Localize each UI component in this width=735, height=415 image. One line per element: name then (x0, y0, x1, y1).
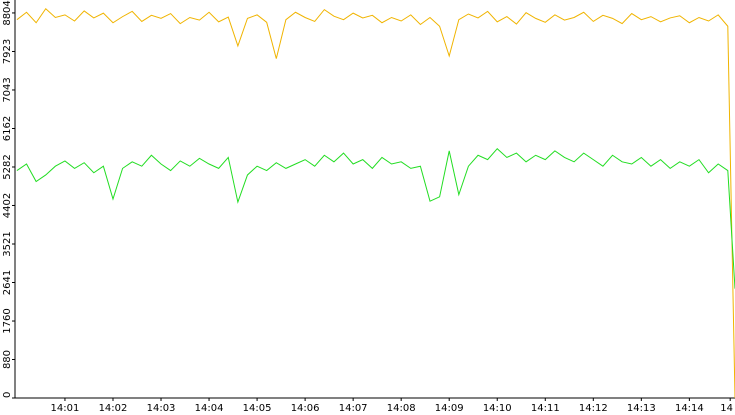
y-tick-label: 1760 (2, 308, 13, 333)
y-tick-label: 3521 (2, 231, 13, 256)
x-tick-label: 14:03 (147, 403, 176, 414)
series-line (16, 147, 735, 289)
y-tick-label: 0 (2, 392, 13, 398)
x-tick-label: 14:13 (627, 403, 656, 414)
series-line (16, 7, 735, 399)
x-tick-label: 14:09 (435, 403, 464, 414)
y-tick-label: 880 (2, 350, 13, 369)
y-tick-label: 7043 (2, 77, 13, 102)
y-tick-label: 2641 (2, 270, 13, 295)
x-tick-label: 14:14 (675, 403, 704, 414)
x-tick-label: 14:07 (339, 403, 368, 414)
y-tick-label: 8804 (2, 0, 13, 25)
x-tick-label: 14:04 (195, 403, 224, 414)
x-tick-label: 14:05 (243, 403, 272, 414)
x-tick-label: 14:02 (99, 403, 128, 414)
x-tick-label: 14:06 (291, 403, 320, 414)
y-tick-label: 4402 (2, 193, 13, 218)
y-tick-label: 6162 (2, 116, 13, 141)
x-tick-label: 14:10 (483, 403, 512, 414)
x-tick-label: 14:11 (531, 403, 560, 414)
x-tick-label: 14:08 (387, 403, 416, 414)
x-tick-label: 14:12 (579, 403, 608, 414)
x-tick-label: 14 (720, 403, 733, 414)
y-tick-label: 7923 (2, 39, 13, 64)
y-tick-label: 5282 (2, 154, 13, 179)
x-tick-label: 14:01 (51, 403, 80, 414)
